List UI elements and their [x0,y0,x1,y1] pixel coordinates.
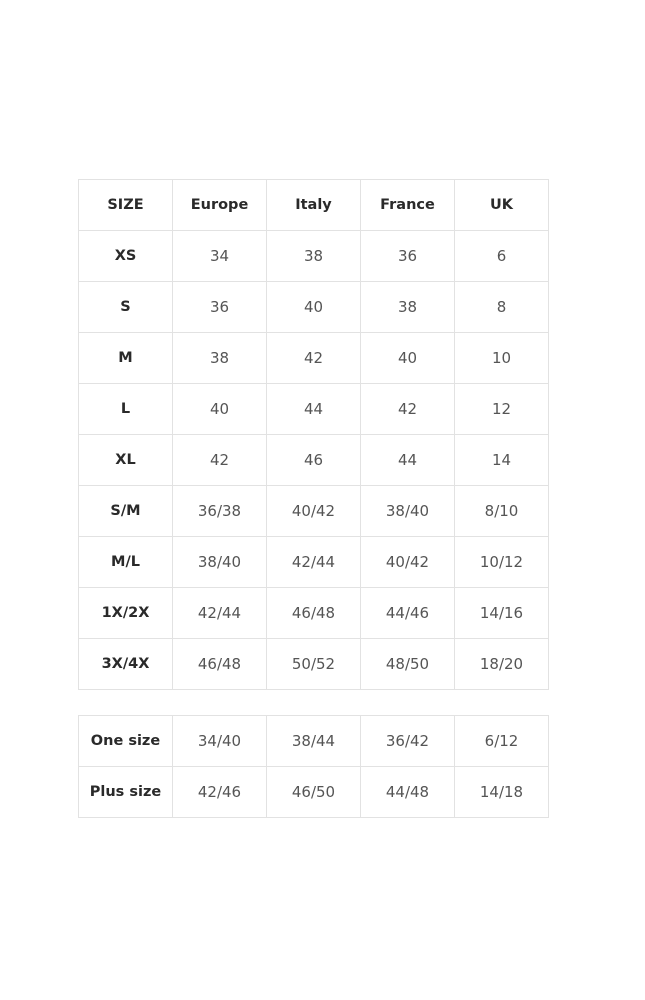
size-label-cell: XL [78,434,173,486]
table-row: 3X/4X 46/48 50/52 48/50 18/20 [78,638,549,690]
size-value-cell: 34/40 [172,715,267,767]
size-value-cell: 14/16 [454,587,549,639]
size-value-cell: 44 [360,434,455,486]
size-chart-table: SIZE Europe Italy France UK XS 34 38 36 6 S 36… [78,179,549,690]
size-value-cell: 38 [172,332,267,384]
size-value-cell: 36/38 [172,485,267,537]
size-value-cell: 44/46 [360,587,455,639]
size-value-cell: 46/48 [172,638,267,690]
size-value-cell: 38 [360,281,455,333]
extra-size-table: One size 34/40 38/44 36/42 6/12 Plus size 42/4… [78,715,549,818]
table-row: 1X/2X 42/44 46/48 44/46 14/16 [78,587,549,639]
size-value-cell: 42/44 [172,587,267,639]
size-label-cell: Plus size [78,766,173,818]
size-value-cell: 10 [454,332,549,384]
header-uk: UK [454,179,549,231]
size-value-cell: 40 [172,383,267,435]
size-value-cell: 38/40 [360,485,455,537]
size-value-cell: 38 [266,230,361,282]
header-row: SIZE Europe Italy France UK [78,179,549,231]
size-label-cell: L [78,383,173,435]
size-value-cell: 34 [172,230,267,282]
header-size: SIZE [78,179,173,231]
table-row: L 40 44 42 12 [78,383,549,435]
size-value-cell: 42/46 [172,766,267,818]
size-label-cell: One size [78,715,173,767]
size-value-cell: 50/52 [266,638,361,690]
size-value-cell: 36 [172,281,267,333]
size-value-cell: 46 [266,434,361,486]
header-europe: Europe [172,179,267,231]
size-value-cell: 40 [266,281,361,333]
size-value-cell: 40 [360,332,455,384]
size-value-cell: 48/50 [360,638,455,690]
size-label-cell: 3X/4X [78,638,173,690]
table-row: Plus size 42/46 46/50 44/48 14/18 [78,766,549,818]
size-label-cell: 1X/2X [78,587,173,639]
header-france: France [360,179,455,231]
size-value-cell: 42 [266,332,361,384]
table-row: M/L 38/40 42/44 40/42 10/12 [78,536,549,588]
header-italy: Italy [266,179,361,231]
size-value-cell: 42 [172,434,267,486]
size-value-cell: 44 [266,383,361,435]
size-value-cell: 46/50 [266,766,361,818]
size-label-cell: S [78,281,173,333]
size-value-cell: 36 [360,230,455,282]
size-label-cell: M [78,332,173,384]
size-value-cell: 38/44 [266,715,361,767]
size-value-cell: 8/10 [454,485,549,537]
size-value-cell: 10/12 [454,536,549,588]
size-value-cell: 14/18 [454,766,549,818]
size-value-cell: 42 [360,383,455,435]
size-value-cell: 40/42 [360,536,455,588]
size-value-cell: 38/40 [172,536,267,588]
table-row: M 38 42 40 10 [78,332,549,384]
table-row: One size 34/40 38/44 36/42 6/12 [78,715,549,767]
size-value-cell: 18/20 [454,638,549,690]
size-value-cell: 12 [454,383,549,435]
size-value-cell: 44/48 [360,766,455,818]
size-value-cell: 40/42 [266,485,361,537]
table-row: XS 34 38 36 6 [78,230,549,282]
size-value-cell: 8 [454,281,549,333]
size-value-cell: 42/44 [266,536,361,588]
size-label-cell: XS [78,230,173,282]
size-value-cell: 14 [454,434,549,486]
table-row: S 36 40 38 8 [78,281,549,333]
size-value-cell: 6 [454,230,549,282]
size-label-cell: M/L [78,536,173,588]
table-row: S/M 36/38 40/42 38/40 8/10 [78,485,549,537]
size-value-cell: 36/42 [360,715,455,767]
size-value-cell: 6/12 [454,715,549,767]
size-label-cell: S/M [78,485,173,537]
size-value-cell: 46/48 [266,587,361,639]
table-row: XL 42 46 44 14 [78,434,549,486]
